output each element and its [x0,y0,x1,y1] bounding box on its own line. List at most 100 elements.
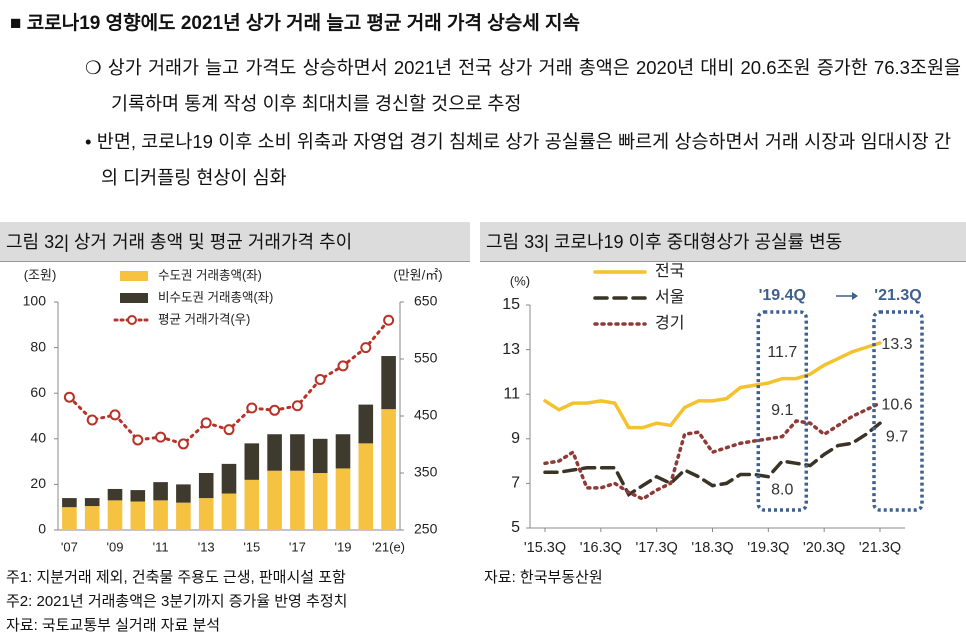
price-point [63,391,75,403]
section-title: 코로나19 영향에도 2021년 상가 거래 늘고 평균 거래 가격 상승세 지… [10,8,580,35]
price-point [155,431,167,443]
note: 자료: 국토교통부 실거래 자료 분석 [6,617,221,634]
bar [198,498,214,530]
y-tick-label: 60 [30,384,46,400]
x-tick-label: '17 [289,539,306,554]
bar [221,463,237,494]
charts: (조원) (만원/㎡) 0 20 40 60 80 100 250 350 450 550 650 '07… [23,262,924,556]
bar [221,493,237,530]
bar [312,473,328,530]
value-label: 11.7 [767,344,797,361]
x-tick-label: '20.3Q [803,540,845,556]
bar [290,470,305,530]
price-point [109,409,121,421]
legend-label: 전국 [655,262,684,280]
y-tick-label: 20 [30,475,46,491]
annotation: '21.3Q [874,287,921,304]
legend-label: 수도권 거래총액(좌) [158,268,262,282]
y2-tick-label: 450 [414,407,438,423]
y-tick-label: 80 [30,338,46,354]
value-label: 9.1 [771,402,793,419]
bar [335,468,351,530]
annotation-arrow-head [852,292,858,300]
y-tick-label: 13 [502,341,520,358]
axis-unit: (%) [510,273,530,288]
x-tick-label: '13 [198,539,215,554]
y-tick-label: 40 [30,430,46,446]
value-label: 10.6 [881,396,912,413]
note: 주1: 지분거래 제외, 건축물 주용도 근생, 판매시설 포함 [6,569,346,586]
y-tick-label: 7 [511,475,520,492]
x-tick-label: '09 [107,539,124,554]
price-point [223,424,235,436]
bar [267,434,282,471]
price-point [360,342,372,354]
legend-label: 경기 [655,314,684,332]
price-point [383,314,395,326]
legend-label: 평균 거래가격(우) [158,312,250,326]
axis-unit: (만원/㎡) [393,267,442,282]
x-tick-label: '15 [243,539,260,554]
x-tick-label: '18.3Q [691,540,733,556]
bar [290,434,305,471]
price-point [269,404,281,416]
bar [84,498,100,507]
x-tick-label: '16.3Q [580,540,622,556]
legend-swatch [120,293,148,303]
bullet: 상가 거래가 늘고 가격도 상승하면서 2021년 전국 상가 거래 총액은 2… [85,50,961,122]
y2-tick-label: 650 [414,293,438,309]
figure-header: 그림 33| 코로나19 이후 중대형상가 공실률 변동 [480,222,966,262]
price-point [246,402,258,414]
series-line [543,401,882,502]
sub-bullet: 반면, 코로나19 이후 소비 위축과 자영업 경기 침체로 상가 공실률은 빠… [85,124,951,196]
bar [107,488,123,501]
bar [176,484,191,503]
y2-tick-label: 250 [414,521,438,537]
bar [84,506,100,530]
annotation: '19.4Q [759,287,806,304]
price-point [291,400,303,412]
bar [381,356,396,410]
legend-swatch [127,315,137,325]
x-tick-label: '21(e) [372,539,405,554]
bar [244,443,260,480]
bar [267,470,282,530]
x-tick-label: '11 [153,539,169,554]
bar [153,482,168,501]
bar [312,438,328,473]
y-tick-label: 0 [38,521,46,537]
series-line [543,421,882,498]
figure-header: 그림 32| 상거 거래 총액 및 평균 거래가격 추이 [0,222,470,262]
price-point [314,374,326,386]
bar [244,479,260,530]
bar [107,500,123,530]
bar [62,507,77,530]
bar [62,498,77,508]
x-tick-label: '17.3Q [636,540,678,556]
x-tick-label: '19.3Q [747,540,789,556]
series-line [543,341,882,430]
bar [358,404,374,444]
price-point [86,414,98,426]
note: 주2: 2021년 거래총액은 3분기까지 증가율 반영 추정치 [6,593,348,610]
legend-label: 서울 [655,288,684,306]
legend-label: 비수도권 거래총액(좌) [158,290,273,304]
axis-unit: (조원) [24,267,57,282]
bar [176,502,191,530]
highlight-box [872,310,924,512]
note: 자료: 한국부동산원 [484,569,603,586]
y2-tick-label: 350 [414,464,438,480]
bar [198,473,214,499]
bar [358,443,374,530]
value-label: 13.3 [881,336,912,353]
bar [130,501,146,530]
bar [130,490,146,502]
price-point [200,417,212,429]
bar [335,434,351,469]
x-tick-label: '19 [335,539,352,554]
y-tick-label: 100 [23,293,47,309]
price-point [337,360,349,372]
value-label: 8.0 [771,481,793,498]
x-tick-label: '15.3Q [524,540,566,556]
